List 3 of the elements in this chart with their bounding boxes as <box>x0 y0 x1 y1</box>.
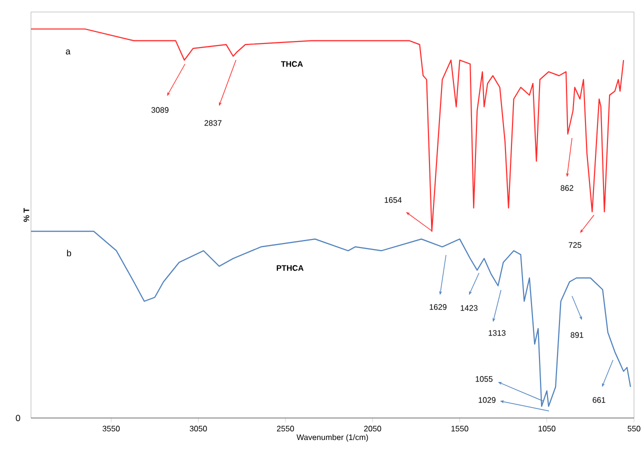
annotation: b <box>67 250 72 256</box>
text: 0 <box>16 414 20 422</box>
annotation: a <box>66 50 70 54</box>
